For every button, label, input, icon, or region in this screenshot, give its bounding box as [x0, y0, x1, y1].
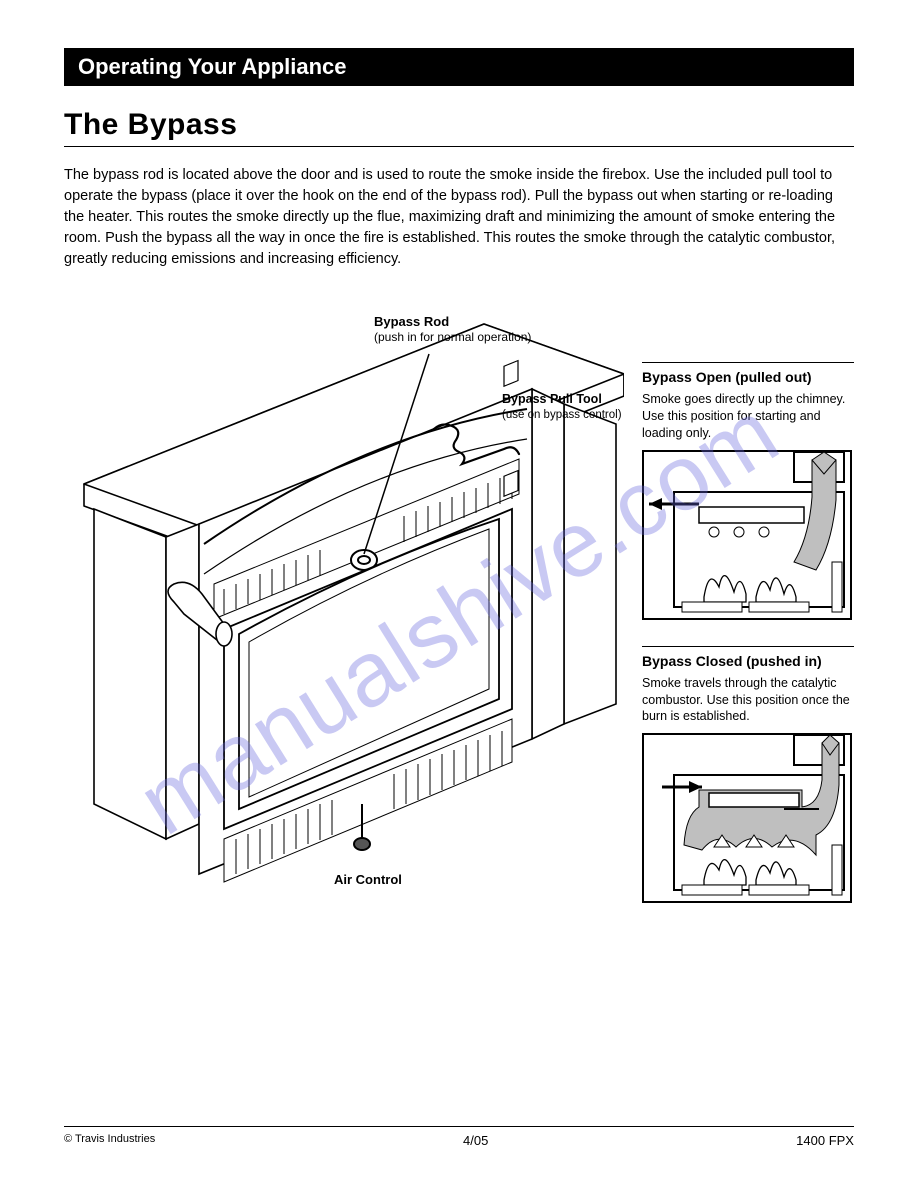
bypass-rod-note: (push in for normal operation) — [374, 330, 531, 345]
fireplace-svg — [64, 284, 624, 924]
pull-tool-label: Bypass Pull Tool (use on bypass control) — [502, 392, 622, 422]
section-title: The Bypass — [64, 108, 854, 142]
header-bar: Operating Your Appliance — [64, 48, 854, 86]
bypass-open-desc: Smoke goes directly up the chimney. Use … — [642, 391, 854, 442]
footer: © Travis Industries 4/05 1400 FPX — [64, 1126, 854, 1148]
bypass-closed-block: Bypass Closed (pushed in) Smoke travels … — [642, 646, 854, 904]
section-intro: The bypass rod is located above the door… — [64, 165, 854, 270]
pull-tool-label-top: Bypass Pull Tool — [502, 392, 622, 408]
bypass-open-title: Bypass Open (pulled out) — [642, 369, 854, 385]
footer-date: 4/05 — [463, 1133, 488, 1148]
side-column: Bypass Open (pulled out) Smoke goes dire… — [642, 284, 854, 903]
footer-copyright: © Travis Industries — [64, 1133, 155, 1148]
bypass-closed-desc: Smoke travels through the catalytic comb… — [642, 675, 854, 726]
bypass-rod-label: Bypass Rod (push in for normal operation… — [374, 314, 531, 345]
pull-tool-label-bottom: (use on bypass control) — [502, 408, 622, 422]
bypass-closed-diagram — [642, 733, 852, 903]
bypass-closed-title: Bypass Closed (pushed in) — [642, 653, 854, 669]
bypass-rod-label-text: Bypass Rod — [374, 314, 531, 330]
bypass-open-diagram — [642, 450, 852, 620]
footer-doc: 1400 FPX — [796, 1133, 854, 1148]
content-row: Bypass Rod (push in for normal operation… — [64, 284, 854, 929]
section-rule — [64, 146, 854, 147]
air-control-label: Air Control — [334, 872, 402, 888]
bypass-open-block: Bypass Open (pulled out) Smoke goes dire… — [642, 362, 854, 620]
header-title: Operating Your Appliance — [78, 54, 347, 79]
fireplace-figure: Bypass Rod (push in for normal operation… — [64, 284, 624, 929]
